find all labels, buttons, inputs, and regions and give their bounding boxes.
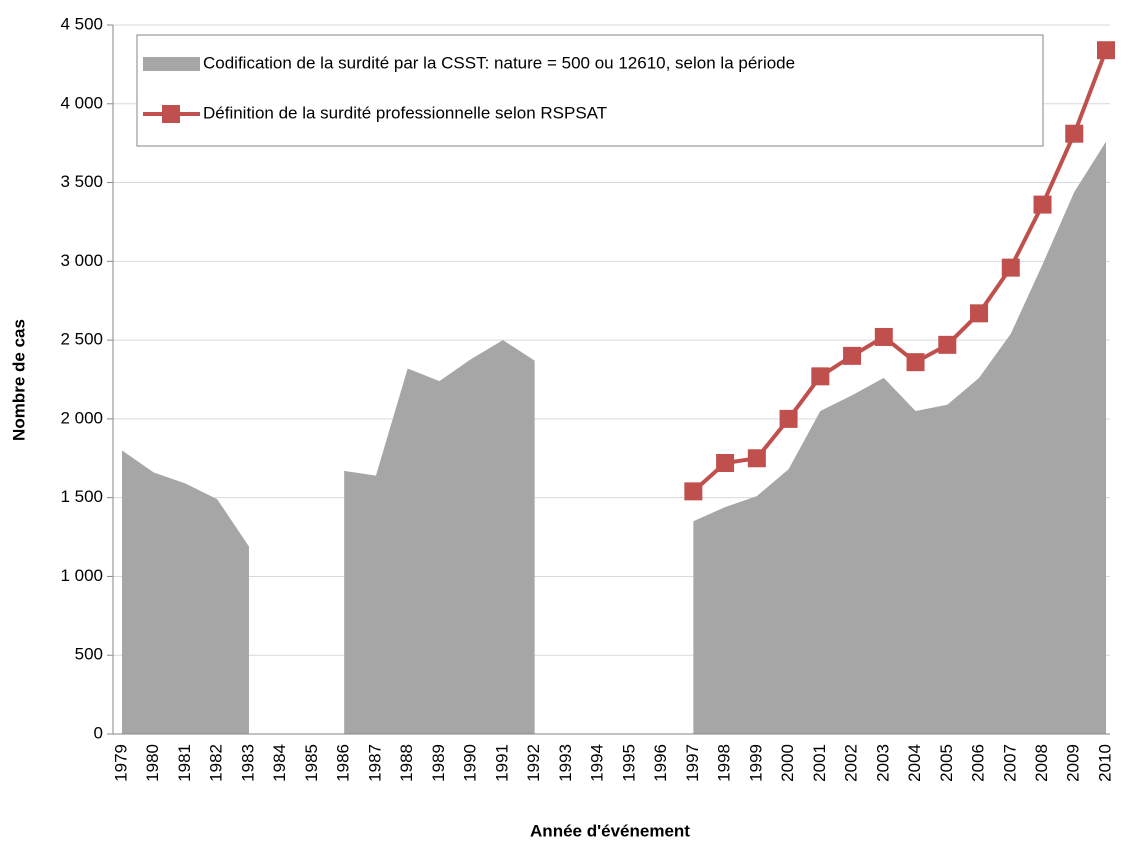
marker <box>1065 124 1084 143</box>
legend-label: Définition de la surdité professionnelle… <box>203 103 607 122</box>
marker <box>747 449 766 468</box>
x-tick-label: 1987 <box>365 744 384 782</box>
legend: Codification de la surdité par la CSST: … <box>136 34 1044 147</box>
legend-marker <box>162 105 180 123</box>
x-tick-label: 1980 <box>143 744 162 782</box>
x-tick-label: 2007 <box>1000 744 1019 782</box>
x-tick-label: 1998 <box>715 744 734 782</box>
x-tick-label: 2004 <box>905 744 924 782</box>
x-tick-label: 1992 <box>524 744 543 782</box>
marker <box>684 482 703 501</box>
marker <box>779 409 798 428</box>
y-tick-label: 2 500 <box>60 330 103 349</box>
y-tick-label: 3 000 <box>60 251 103 270</box>
x-tick-label: 1991 <box>492 744 511 782</box>
x-tick-label: 1984 <box>270 744 289 782</box>
y-axis-title: Nombre de cas <box>9 319 28 441</box>
x-tick-label: 1982 <box>207 744 226 782</box>
x-tick-label: 1990 <box>461 744 480 782</box>
x-tick-label: 1999 <box>746 744 765 782</box>
x-tick-label: 2000 <box>778 744 797 782</box>
x-tick-label: 1996 <box>651 744 670 782</box>
x-tick-label: 1985 <box>302 744 321 782</box>
x-axis-title: Année d'événement <box>530 821 690 840</box>
x-tick-label: 1995 <box>619 744 638 782</box>
x-tick-label: 2009 <box>1064 744 1083 782</box>
x-tick-label: 1989 <box>429 744 448 782</box>
x-tick-label: 1983 <box>238 744 257 782</box>
x-tick-label: 1986 <box>334 744 353 782</box>
marker <box>1097 41 1115 60</box>
y-tick-label: 1 000 <box>60 566 103 585</box>
x-tick-label: 1988 <box>397 744 416 782</box>
x-tick-label: 2010 <box>1095 744 1114 782</box>
x-tick-label: 2008 <box>1032 744 1051 782</box>
y-tick-label: 3 500 <box>60 172 103 191</box>
marker <box>843 346 862 365</box>
marker <box>1001 258 1020 277</box>
x-tick-label: 2003 <box>873 744 892 782</box>
legend-label: Codification de la surdité par la CSST: … <box>203 53 795 72</box>
y-tick-label: 1 500 <box>60 487 103 506</box>
y-tick-label: 2 000 <box>60 408 103 427</box>
x-tick-label: 2001 <box>810 744 829 782</box>
y-tick-label: 0 <box>94 723 103 742</box>
x-tick-label: 2006 <box>969 744 988 782</box>
x-tick-label: 1981 <box>175 744 194 782</box>
marker <box>874 327 893 346</box>
x-tick-label: 1993 <box>556 744 575 782</box>
marker <box>906 353 925 372</box>
y-tick-label: 500 <box>75 645 103 664</box>
marker <box>811 367 830 386</box>
y-tick-label: 4 500 <box>60 14 103 33</box>
marker <box>938 335 957 354</box>
legend-box <box>136 34 1044 147</box>
marker <box>1033 195 1052 214</box>
marker <box>716 454 735 473</box>
marker <box>970 304 989 323</box>
y-tick-label: 4 000 <box>60 93 103 112</box>
x-tick-label: 1997 <box>683 744 702 782</box>
x-tick-label: 1979 <box>111 744 130 782</box>
x-tick-label: 1994 <box>588 744 607 782</box>
legend-swatch <box>143 57 200 71</box>
x-tick-label: 2002 <box>842 744 861 782</box>
area <box>122 141 1106 734</box>
x-tick-label: 2005 <box>937 744 956 782</box>
